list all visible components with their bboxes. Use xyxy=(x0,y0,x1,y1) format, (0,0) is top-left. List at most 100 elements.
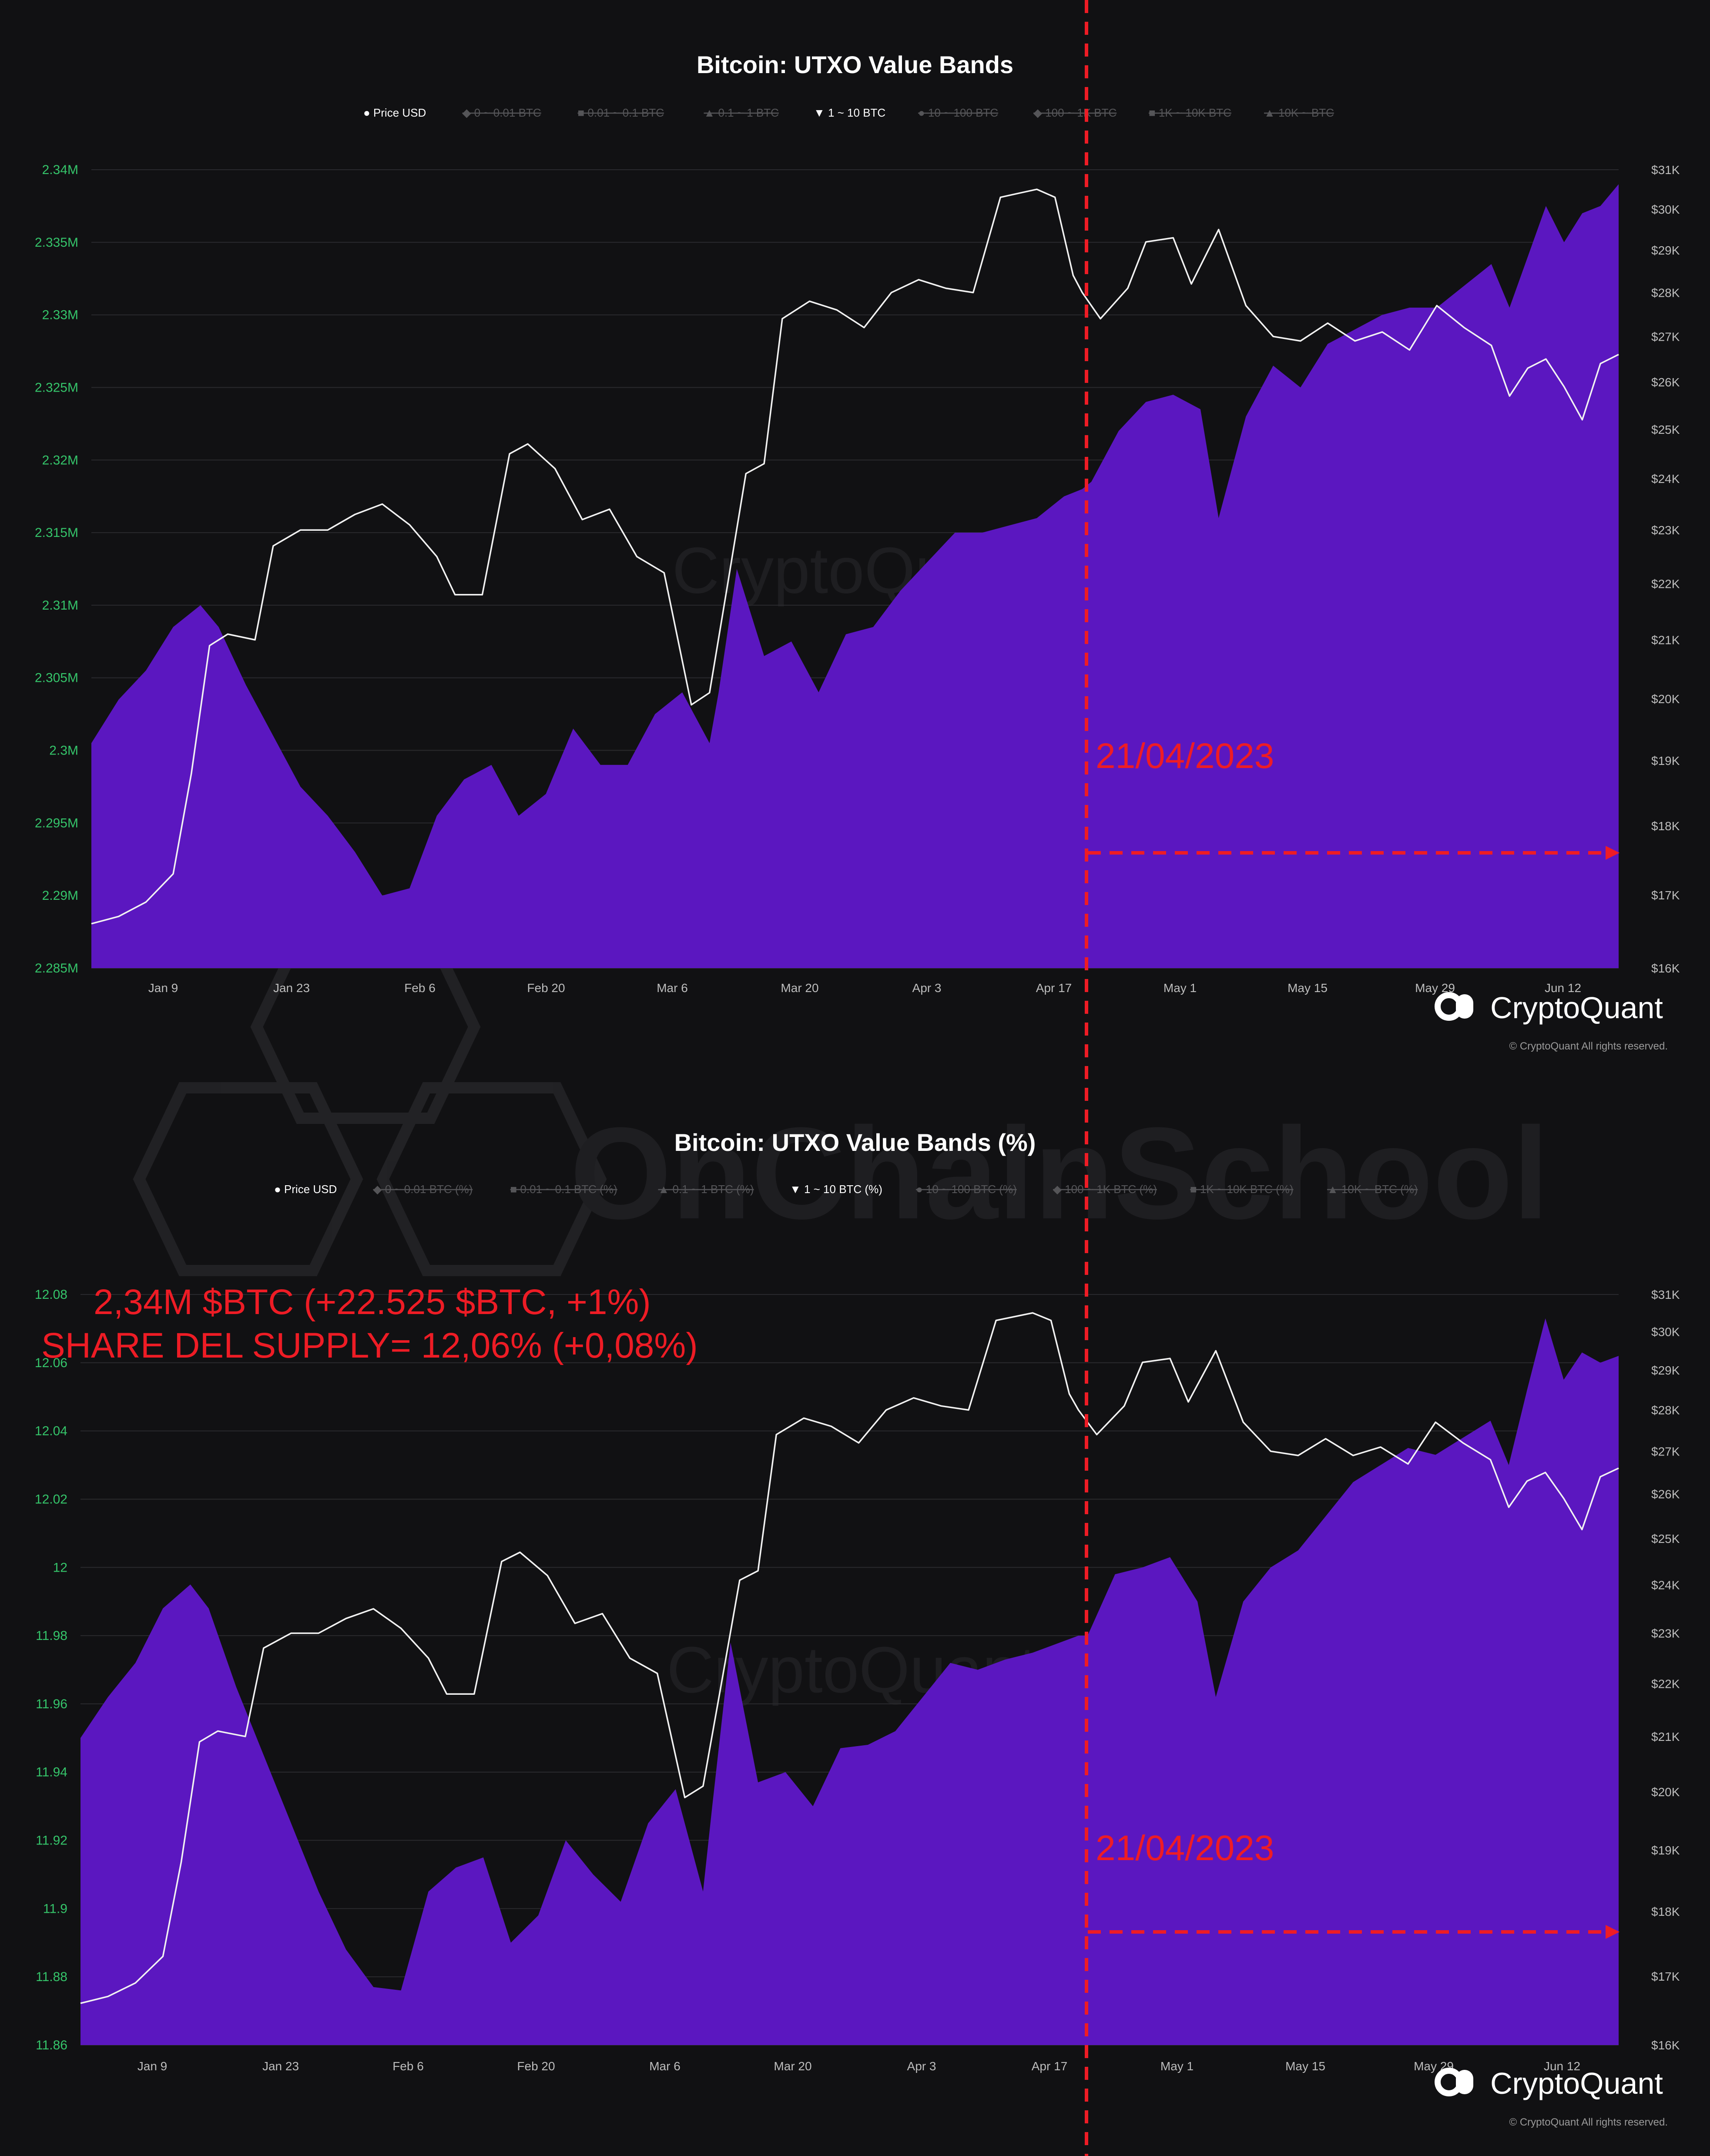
y-left-tick-label: 11.88 xyxy=(36,1970,67,1984)
y-right-tick-label: $17K xyxy=(1651,889,1680,902)
legend-item: ◆ 0 ~ 0.01 BTC (%) xyxy=(373,1183,473,1196)
x-tick-label: Jan 9 xyxy=(137,2059,168,2073)
arrow-top xyxy=(1088,846,1619,860)
y-right-tick-label: $20K xyxy=(1651,1785,1680,1799)
x-tick-label: Mar 20 xyxy=(781,981,818,995)
y-left-tick-label: 11.86 xyxy=(36,2038,67,2052)
y-left-tick-label: 2.31M xyxy=(42,598,78,613)
legend-item: ■ 1K ~ 10K BTC (%) xyxy=(1190,1183,1294,1196)
y-right-tick-label: $16K xyxy=(1651,2039,1680,2052)
y-left-tick-label: 11.94 xyxy=(36,1765,67,1780)
y-left-tick-label: 2.3M xyxy=(49,744,78,758)
y-right-tick-label: $18K xyxy=(1651,1905,1680,1918)
legend-item: ■ 1K ~ 10K BTC xyxy=(1149,106,1231,119)
y-left-tick-label: 12.08 xyxy=(35,1288,67,1302)
legend-item: ▼ 1 ~ 10 BTC xyxy=(814,106,885,119)
y-right-tick-label: $17K xyxy=(1651,1970,1680,1983)
x-tick-label: Feb 20 xyxy=(527,981,565,995)
brand-name-top: CryptoQuant xyxy=(1490,991,1663,1025)
brand-block-top: CryptoQuant © CryptoQuant All rights res… xyxy=(1435,991,1668,1052)
x-tick-label: Apr 17 xyxy=(1032,2059,1068,2073)
legend-item: ▲ 10K ~ BTC (%) xyxy=(1327,1183,1418,1196)
y-right-tick-label: $30K xyxy=(1651,203,1680,216)
y-left-tick-label: 2.285M xyxy=(35,961,78,976)
y-left-tick-label: 2.29M xyxy=(42,889,78,903)
y-right-tick-label: $30K xyxy=(1651,1325,1680,1339)
y-right-tick-label: $19K xyxy=(1651,754,1680,768)
y-right-tick-label: $27K xyxy=(1651,330,1680,343)
y-left-tick-label: 11.9 xyxy=(43,1901,67,1916)
legend-item: ▲ 10K ~ BTC xyxy=(1264,106,1334,119)
x-tick-label: Feb 6 xyxy=(392,2059,424,2073)
y-right-tick-label: $23K xyxy=(1651,1627,1680,1640)
y-right-tick-label: $25K xyxy=(1651,423,1680,436)
y-left-tick-label: 2.34M xyxy=(42,163,78,177)
y-left-tick-label: 12.02 xyxy=(35,1492,67,1506)
y-right-tick-label: $31K xyxy=(1651,1288,1680,1301)
legend-item: ● 10 ~ 100 BTC xyxy=(918,106,998,119)
y-right-tick-label: $31K xyxy=(1651,163,1680,177)
y-right-tick-label: $24K xyxy=(1651,1579,1680,1592)
x-tick-label: Jan 23 xyxy=(273,981,310,995)
copyright-bottom: © CryptoQuant All rights reserved. xyxy=(1509,2116,1668,2128)
divider-date-label-bottom: 21/04/2023 xyxy=(1096,1828,1274,1868)
x-tick-label: May 1 xyxy=(1163,981,1197,995)
x-tick-label: Mar 6 xyxy=(657,981,688,995)
x-tick-label: Apr 17 xyxy=(1036,981,1072,995)
y-right-tick-label: $22K xyxy=(1651,577,1680,590)
y-right-tick-label: $19K xyxy=(1651,1844,1680,1857)
y-right-tick-label: $24K xyxy=(1651,472,1680,486)
y-right-tick-label: $29K xyxy=(1651,1364,1680,1377)
y-left-tick-label: 12.06 xyxy=(35,1356,67,1370)
y-right-tick-label: $26K xyxy=(1651,376,1680,389)
x-tick-label: Apr 3 xyxy=(912,981,942,995)
y-left-tick-label: 11.92 xyxy=(36,1834,67,1848)
legend-item: ■ 0.01 ~ 0.1 BTC (%) xyxy=(510,1183,617,1196)
y-right-tick-label: $20K xyxy=(1651,692,1680,706)
y-left-tick-label: 2.305M xyxy=(35,671,78,685)
x-tick-label: May 15 xyxy=(1285,2059,1325,2073)
y-right-tick-label: $21K xyxy=(1651,634,1680,647)
chart-panel-top: 2.285M 2.29M 2.295M 2.3M 2.305M 2.31M 2.315M 2.… xyxy=(35,106,1680,995)
x-tick-label: Apr 3 xyxy=(907,2059,936,2073)
y-left-tick-label: 11.96 xyxy=(36,1697,67,1711)
x-tick-label: May 1 xyxy=(1160,2059,1194,2073)
x-tick-label: May 15 xyxy=(1288,981,1328,995)
y-right-tick-label: $25K xyxy=(1651,1532,1680,1546)
y-right-tick-label: $28K xyxy=(1651,1403,1680,1417)
y-left-tick-label: 11.98 xyxy=(36,1629,67,1643)
y-right-tick-label: $28K xyxy=(1651,286,1680,299)
legend-item: ◆ 0 ~ 0.01 BTC xyxy=(463,106,541,119)
cryptoquant-logo-icon xyxy=(1435,992,1473,1021)
y-right-tick-label: $18K xyxy=(1651,819,1680,833)
y-right-tick-label: $29K xyxy=(1651,244,1680,257)
price-usd-line xyxy=(91,188,1619,925)
y-right-tick-label: $23K xyxy=(1651,523,1680,537)
x-tick-label: Jun 12 xyxy=(1545,981,1581,995)
y-right-tick-label: $21K xyxy=(1651,1730,1680,1744)
legend-item: ● 10 ~ 100 BTC (%) xyxy=(916,1183,1017,1196)
x-tick-label: Mar 20 xyxy=(774,2059,811,2073)
y-left-tick-label: 2.315M xyxy=(35,526,78,540)
x-tick-label: Feb 20 xyxy=(517,2059,555,2073)
legend-item: ● Price USD xyxy=(274,1183,337,1196)
legend-item: ● Price USD xyxy=(363,106,426,119)
chart-title-bottom: Bitcoin: UTXO Value Bands (%) xyxy=(674,1129,1036,1156)
watermark-main: OnChainSchool xyxy=(570,1100,1549,1246)
y-left-tick-label: 2.33M xyxy=(42,308,78,322)
y-left-tick-label: 2.295M xyxy=(35,816,78,830)
copyright-top: © CryptoQuant All rights reserved. xyxy=(1509,1040,1668,1052)
area-series-1-10-btc xyxy=(80,1318,1619,2045)
legend-item: ▼ 1 ~ 10 BTC (%) xyxy=(790,1183,882,1196)
y-left-tick-label: 2.325M xyxy=(35,380,78,395)
x-tick-label: Mar 6 xyxy=(649,2059,681,2073)
brand-name-bottom: CryptoQuant xyxy=(1490,2066,1663,2100)
annotation-line-2: SHARE DEL SUPPLY= 12,06% (+0,08%) xyxy=(41,1326,698,1365)
y-left-tick-label: 12 xyxy=(53,1560,67,1575)
y-right-tick-label: $16K xyxy=(1651,962,1680,975)
y-left-tick-label: 2.32M xyxy=(42,453,78,467)
x-tick-label: Jun 12 xyxy=(1544,2059,1580,2073)
legend-item: ▲ 0.1 ~ 1 BTC (%) xyxy=(658,1183,754,1196)
legend-item: ◆ 100 ~ 1K BTC xyxy=(1033,106,1117,119)
